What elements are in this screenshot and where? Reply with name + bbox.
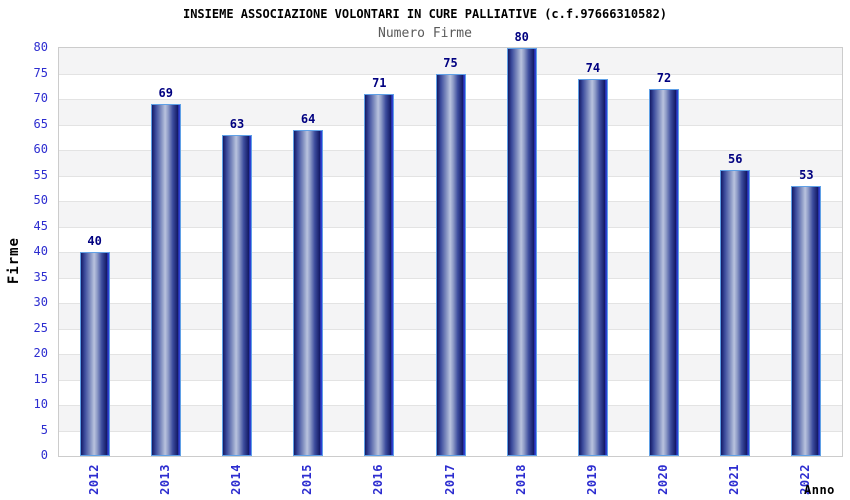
- y-tick-label: 10: [33, 397, 48, 411]
- bar-value-label-2016: 71: [372, 75, 387, 90]
- plot-band: [59, 48, 842, 74]
- y-tick-label: 40: [33, 244, 48, 258]
- bar-2017: [435, 73, 466, 456]
- bar-value-label-2017: 75: [443, 55, 458, 70]
- bar-2013: [150, 104, 181, 456]
- bar-value-label-2014: 63: [229, 116, 245, 131]
- x-tick-label-2015: 2015: [300, 464, 315, 495]
- chart-subtitle: Numero Firme: [378, 26, 472, 41]
- bar-2016: [364, 93, 395, 456]
- x-tick-label-2012: 2012: [86, 464, 101, 495]
- bar-2020: [649, 88, 680, 456]
- y-tick-label: 35: [33, 269, 48, 284]
- plot-area: 40 69 63 64 71 75 80 74 72 56 53: [58, 31, 843, 457]
- chart-title: INSIEME ASSOCIAZIONE VOLONTARI IN CURE P…: [182, 7, 668, 21]
- bar-2019: [577, 78, 608, 456]
- y-tick-label: 75: [33, 65, 48, 80]
- bar-2015: [293, 129, 324, 456]
- x-tick-label-2020: 2020: [656, 464, 671, 495]
- y-tick-label: 15: [33, 371, 48, 386]
- bar-value-label-2015: 64: [300, 111, 316, 126]
- bar-value-label-2019: 74: [585, 60, 601, 75]
- x-axis-title: Anno: [804, 483, 835, 497]
- y-tick-label: 45: [33, 218, 48, 233]
- y-tick-label: 25: [33, 320, 48, 335]
- bar-value-label-2021: 56: [727, 152, 743, 167]
- y-tick-label: 0: [40, 448, 48, 462]
- x-tick-label-2018: 2018: [513, 464, 528, 495]
- bar-value-label-2022: 53: [799, 167, 814, 182]
- y-tick-label: 80: [33, 40, 48, 54]
- y-tick-label: 55: [33, 167, 48, 182]
- x-tick-label-2019: 2019: [584, 464, 599, 495]
- y-tick-label: 65: [33, 116, 48, 131]
- x-tick-label-2017: 2017: [442, 464, 457, 495]
- bar-value-label-2012: 40: [87, 234, 102, 248]
- bar-value-label-2013: 69: [158, 86, 173, 101]
- y-tick-label: 70: [33, 91, 48, 105]
- x-tick-label-2021: 2021: [727, 464, 742, 495]
- y-tick-label: 5: [40, 422, 48, 437]
- y-tick-label: 50: [33, 193, 48, 207]
- bar-2012: [79, 252, 110, 456]
- bar-2014: [221, 134, 252, 456]
- y-tick-label: 30: [33, 295, 48, 309]
- bar-2018: [506, 48, 537, 456]
- x-tick-label-2013: 2013: [157, 464, 172, 495]
- bar-2021: [720, 170, 751, 456]
- x-tick-label-2016: 2016: [371, 464, 386, 495]
- bar-value-label-2018: 80: [514, 30, 529, 44]
- bar-value-label-2020: 72: [656, 70, 672, 85]
- x-tick-label-2014: 2014: [228, 464, 243, 495]
- bar-2022: [791, 185, 822, 456]
- y-tick-label: 20: [33, 346, 48, 360]
- y-tick-label: 60: [33, 142, 48, 156]
